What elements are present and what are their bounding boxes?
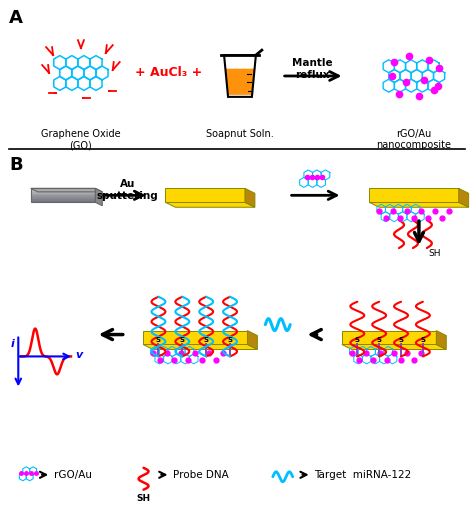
Polygon shape bbox=[165, 189, 245, 202]
Polygon shape bbox=[247, 331, 257, 349]
Polygon shape bbox=[143, 331, 247, 344]
Polygon shape bbox=[31, 189, 95, 190]
Text: S: S bbox=[377, 337, 382, 343]
Polygon shape bbox=[31, 197, 95, 199]
Text: Probe DNA: Probe DNA bbox=[173, 470, 229, 480]
Text: rGO/Au
nanocomposite: rGO/Au nanocomposite bbox=[376, 129, 451, 150]
Polygon shape bbox=[437, 331, 446, 349]
Polygon shape bbox=[31, 195, 95, 197]
Polygon shape bbox=[459, 189, 469, 207]
Polygon shape bbox=[143, 344, 257, 349]
Polygon shape bbox=[369, 202, 469, 207]
Polygon shape bbox=[342, 344, 446, 349]
Polygon shape bbox=[31, 199, 95, 201]
Text: i: i bbox=[10, 339, 14, 348]
Text: Target  miRNA-122: Target miRNA-122 bbox=[315, 470, 412, 480]
Polygon shape bbox=[95, 189, 102, 206]
Text: A: A bbox=[9, 9, 23, 27]
Polygon shape bbox=[31, 194, 95, 195]
Polygon shape bbox=[31, 201, 95, 202]
Text: rGO/Au: rGO/Au bbox=[54, 470, 92, 480]
Text: S: S bbox=[156, 337, 161, 343]
Text: Au
sputtering: Au sputtering bbox=[97, 179, 158, 201]
Polygon shape bbox=[31, 190, 95, 192]
Text: Mantle
reflux: Mantle reflux bbox=[292, 58, 333, 80]
Text: S: S bbox=[420, 337, 425, 343]
Text: S: S bbox=[355, 337, 360, 343]
Text: v: v bbox=[75, 350, 82, 360]
Polygon shape bbox=[225, 68, 255, 95]
Polygon shape bbox=[245, 189, 255, 207]
Polygon shape bbox=[342, 331, 437, 344]
Text: Soapnut Soln.: Soapnut Soln. bbox=[206, 129, 274, 139]
Polygon shape bbox=[31, 192, 95, 194]
Text: B: B bbox=[9, 156, 23, 173]
Text: S: S bbox=[399, 337, 403, 343]
Polygon shape bbox=[31, 189, 102, 192]
Text: S: S bbox=[228, 337, 233, 343]
Text: SH: SH bbox=[429, 249, 441, 259]
Text: + AuCl₃ +: + AuCl₃ + bbox=[135, 66, 202, 80]
Text: Graphene Oxide
(GO): Graphene Oxide (GO) bbox=[41, 129, 121, 150]
Polygon shape bbox=[165, 202, 255, 207]
Polygon shape bbox=[369, 189, 459, 202]
Text: SH: SH bbox=[137, 494, 151, 502]
Text: S: S bbox=[180, 337, 185, 343]
Text: S: S bbox=[204, 337, 209, 343]
